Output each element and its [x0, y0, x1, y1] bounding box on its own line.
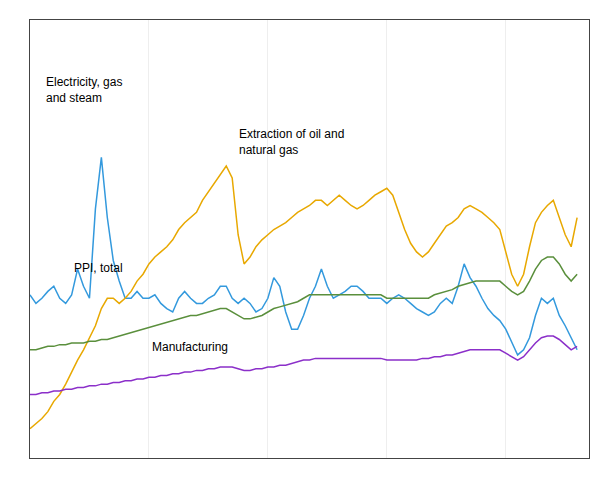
svg-text:Extraction of oil andnatural g: Extraction of oil andnatural gas [239, 127, 344, 157]
svg-text:Electricity, gasand steam: Electricity, gasand steam [46, 75, 122, 105]
svg-text:Manufacturing: Manufacturing [152, 340, 228, 354]
svg-text:PPI, total: PPI, total [74, 261, 123, 275]
